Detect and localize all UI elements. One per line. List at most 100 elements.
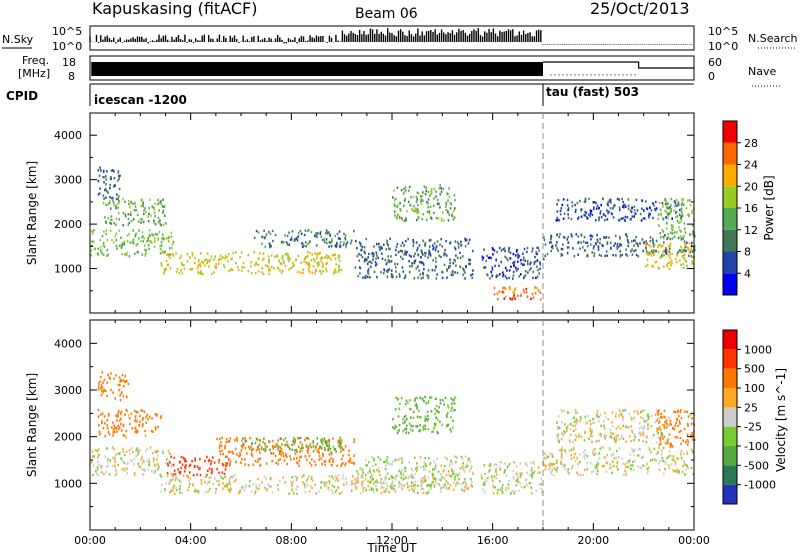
scatter-point bbox=[416, 407, 418, 410]
scatter-point bbox=[379, 458, 382, 461]
scatter-point bbox=[151, 417, 153, 420]
scatter-point bbox=[545, 464, 548, 468]
scatter-point bbox=[135, 449, 138, 452]
scatter-point bbox=[661, 432, 664, 435]
scatter-point bbox=[246, 452, 248, 455]
scatter-point bbox=[679, 216, 682, 220]
scatter-point bbox=[280, 271, 283, 274]
scatter-point bbox=[171, 253, 174, 256]
scatter-point bbox=[245, 484, 248, 487]
scatter-point bbox=[427, 491, 429, 495]
scatter-point bbox=[305, 480, 308, 483]
scatter-point bbox=[530, 471, 533, 474]
scatter-point bbox=[660, 434, 663, 438]
scatter-point bbox=[465, 481, 467, 485]
scatter-point bbox=[98, 382, 100, 386]
scatter-point bbox=[597, 462, 600, 466]
scatter-point bbox=[259, 252, 261, 255]
scatter-point bbox=[280, 447, 283, 451]
scatter-point bbox=[208, 458, 211, 462]
scatter-point bbox=[142, 205, 145, 208]
scatter-point bbox=[241, 269, 243, 272]
scatter-point bbox=[290, 238, 293, 241]
scatter-point bbox=[606, 254, 609, 257]
scatter-point bbox=[567, 470, 569, 474]
scatter-point bbox=[225, 455, 227, 459]
scatter-point bbox=[157, 454, 159, 458]
scatter-point bbox=[374, 264, 377, 267]
scatter-point bbox=[440, 464, 443, 467]
scatter-point bbox=[635, 253, 638, 257]
scatter-point bbox=[603, 420, 605, 423]
scatter-point bbox=[589, 243, 592, 246]
scatter-point bbox=[499, 466, 501, 469]
scatter-point bbox=[538, 249, 540, 252]
scatter-point bbox=[292, 440, 295, 444]
scatter-point bbox=[574, 409, 577, 412]
scatter-point bbox=[604, 411, 606, 415]
scatter-point bbox=[229, 268, 232, 271]
scatter-point bbox=[163, 272, 165, 275]
scatter-point bbox=[514, 287, 517, 290]
scatter-point bbox=[393, 203, 396, 206]
scatter-point bbox=[641, 432, 644, 436]
scatter-point bbox=[126, 409, 129, 413]
scatter-point bbox=[404, 239, 407, 243]
scatter-point bbox=[145, 421, 148, 424]
scatter-point bbox=[214, 477, 216, 480]
scatter-point bbox=[141, 425, 144, 428]
scatter-point bbox=[296, 492, 298, 496]
scatter-point bbox=[384, 460, 386, 464]
scatter-point bbox=[340, 457, 343, 461]
scatter-point bbox=[98, 174, 101, 177]
scatter-point bbox=[573, 254, 576, 258]
scatter-point bbox=[91, 450, 94, 453]
scatter-point bbox=[408, 259, 410, 263]
scatter-point bbox=[524, 259, 526, 262]
scatter-point bbox=[683, 463, 686, 467]
scatter-point bbox=[101, 421, 103, 425]
scatter-point bbox=[120, 417, 122, 421]
y-tick-label: 2000 bbox=[54, 431, 82, 444]
scatter-point bbox=[436, 418, 439, 421]
scatter-point bbox=[661, 433, 663, 437]
scatter-point bbox=[404, 197, 407, 200]
scatter-point bbox=[324, 441, 327, 445]
scatter-point bbox=[388, 247, 390, 250]
scatter-point bbox=[419, 260, 421, 264]
scatter-point bbox=[99, 433, 101, 436]
scatter-point bbox=[464, 455, 467, 458]
scatter-point bbox=[97, 464, 100, 467]
scatter-point bbox=[572, 416, 574, 420]
scatter-point bbox=[614, 415, 617, 418]
scatter-point bbox=[117, 383, 120, 386]
scatter-point bbox=[115, 206, 117, 210]
scatter-point bbox=[673, 200, 676, 203]
scatter-point bbox=[267, 230, 270, 234]
scatter-point bbox=[123, 380, 126, 383]
scatter-point bbox=[107, 458, 109, 461]
nsky-axis-top-left: 10^5 bbox=[52, 25, 82, 38]
scatter-point bbox=[115, 414, 118, 418]
scatter-point bbox=[409, 428, 412, 431]
scatter-point bbox=[591, 430, 593, 434]
scatter-point bbox=[545, 457, 547, 460]
scatter-point bbox=[430, 396, 433, 399]
scatter-point bbox=[669, 261, 671, 264]
scatter-point bbox=[306, 263, 309, 266]
x-tick-label: 08:00 bbox=[275, 534, 307, 547]
scatter-point bbox=[230, 486, 232, 489]
scatter-point bbox=[135, 431, 138, 434]
scatter-point bbox=[104, 216, 106, 219]
scatter-point bbox=[491, 266, 494, 269]
scatter-point bbox=[563, 236, 566, 239]
scatter-point bbox=[224, 256, 226, 260]
scatter-point bbox=[383, 490, 385, 493]
scatter-point bbox=[461, 255, 464, 258]
scatter-point bbox=[124, 374, 126, 378]
scatter-point bbox=[133, 409, 136, 413]
scatter-point bbox=[296, 461, 298, 464]
scatter-point bbox=[490, 475, 493, 478]
scatter-point bbox=[469, 262, 471, 265]
scatter-point bbox=[301, 443, 304, 446]
